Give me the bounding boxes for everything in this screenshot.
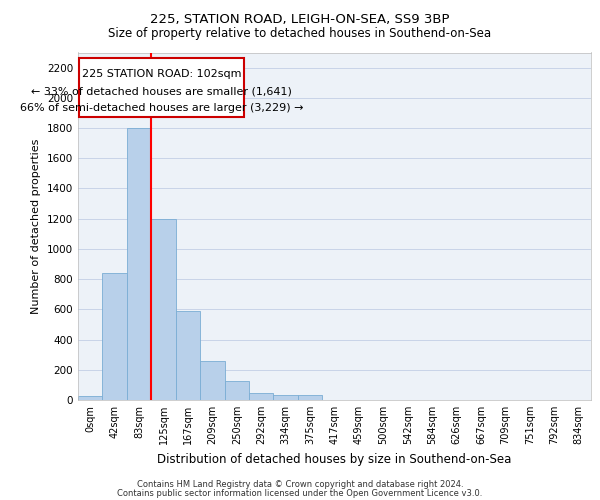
Text: Size of property relative to detached houses in Southend-on-Sea: Size of property relative to detached ho… xyxy=(109,28,491,40)
Text: ← 33% of detached houses are smaller (1,641): ← 33% of detached houses are smaller (1,… xyxy=(31,87,292,97)
X-axis label: Distribution of detached houses by size in Southend-on-Sea: Distribution of detached houses by size … xyxy=(157,452,512,466)
Text: 225, STATION ROAD, LEIGH-ON-SEA, SS9 3BP: 225, STATION ROAD, LEIGH-ON-SEA, SS9 3BP xyxy=(150,12,450,26)
Bar xyxy=(151,218,176,400)
Text: Contains HM Land Registry data © Crown copyright and database right 2024.: Contains HM Land Registry data © Crown c… xyxy=(137,480,463,489)
Text: Contains public sector information licensed under the Open Government Licence v3: Contains public sector information licen… xyxy=(118,490,482,498)
Text: 66% of semi-detached houses are larger (3,229) →: 66% of semi-detached houses are larger (… xyxy=(20,104,304,114)
Bar xyxy=(103,273,127,400)
Bar xyxy=(127,128,151,400)
Text: 225 STATION ROAD: 102sqm: 225 STATION ROAD: 102sqm xyxy=(82,70,241,80)
Y-axis label: Number of detached properties: Number of detached properties xyxy=(31,138,41,314)
Bar xyxy=(274,394,298,400)
Bar xyxy=(298,396,322,400)
Bar xyxy=(224,381,249,400)
Bar xyxy=(249,393,274,400)
Bar xyxy=(176,311,200,400)
Bar xyxy=(78,396,103,400)
FancyBboxPatch shape xyxy=(79,58,244,116)
Bar xyxy=(200,362,224,400)
